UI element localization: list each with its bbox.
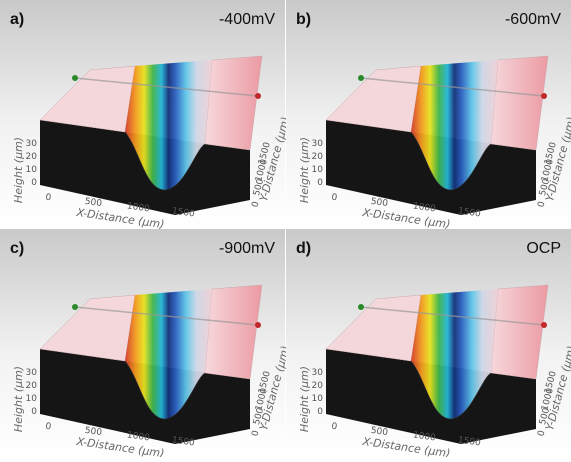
panel-label: b) — [296, 11, 311, 28]
height-tick: 10 — [26, 165, 38, 175]
height-tick: 20 — [312, 381, 324, 391]
height-axis-label: Height (μm) — [12, 366, 25, 432]
marker-red — [541, 322, 547, 328]
height-tick: 0 — [31, 178, 37, 188]
marker-red — [541, 93, 547, 99]
marker-green — [358, 75, 364, 81]
height-tick: 20 — [26, 381, 38, 391]
height-tick: 30 — [26, 368, 38, 378]
marker-red — [255, 322, 261, 328]
height-tick: 30 — [26, 139, 38, 149]
marker-green — [72, 304, 78, 310]
panel-label: c) — [10, 240, 24, 257]
panel-title: -900mV — [219, 240, 275, 257]
height-axis-label: Height (μm) — [298, 137, 311, 203]
marker-red — [255, 93, 261, 99]
height-tick: 10 — [312, 165, 324, 175]
figure: a)-400mVHeight (μm)0102030050010001500X-… — [0, 0, 571, 457]
height-tick: 20 — [26, 152, 38, 162]
height-tick: 0 — [317, 178, 323, 188]
marker-green — [72, 75, 78, 81]
height-tick: 10 — [26, 394, 38, 404]
height-tick: 0 — [317, 407, 323, 417]
panel-title: -600mV — [505, 11, 561, 28]
marker-green — [358, 304, 364, 310]
height-tick: 10 — [312, 394, 324, 404]
panel-label: d) — [296, 240, 311, 257]
panel-title: -400mV — [219, 11, 275, 28]
height-tick: 30 — [312, 139, 324, 149]
height-axis-label: Height (μm) — [298, 366, 311, 432]
height-tick: 0 — [31, 407, 37, 417]
panel-title: OCP — [526, 240, 561, 257]
height-axis-label: Height (μm) — [12, 137, 25, 203]
panel-label: a) — [10, 11, 24, 28]
height-tick: 20 — [312, 152, 324, 162]
height-tick: 30 — [312, 368, 324, 378]
